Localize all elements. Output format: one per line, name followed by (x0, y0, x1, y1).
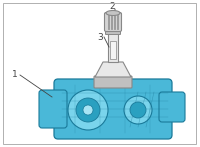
FancyBboxPatch shape (106, 29, 120, 35)
FancyBboxPatch shape (94, 76, 132, 88)
FancyBboxPatch shape (39, 90, 67, 128)
Circle shape (68, 90, 108, 130)
Bar (110, 41, 116, 59)
Text: 3: 3 (97, 32, 103, 41)
Polygon shape (95, 62, 131, 77)
Circle shape (124, 96, 152, 124)
Text: 1: 1 (12, 70, 18, 78)
Circle shape (130, 102, 146, 118)
Circle shape (83, 105, 93, 115)
Circle shape (76, 98, 100, 122)
FancyBboxPatch shape (104, 12, 122, 31)
Ellipse shape (106, 10, 120, 15)
FancyBboxPatch shape (54, 79, 172, 139)
FancyBboxPatch shape (159, 92, 185, 122)
Bar (108, 32, 118, 62)
Text: 2: 2 (109, 1, 115, 10)
